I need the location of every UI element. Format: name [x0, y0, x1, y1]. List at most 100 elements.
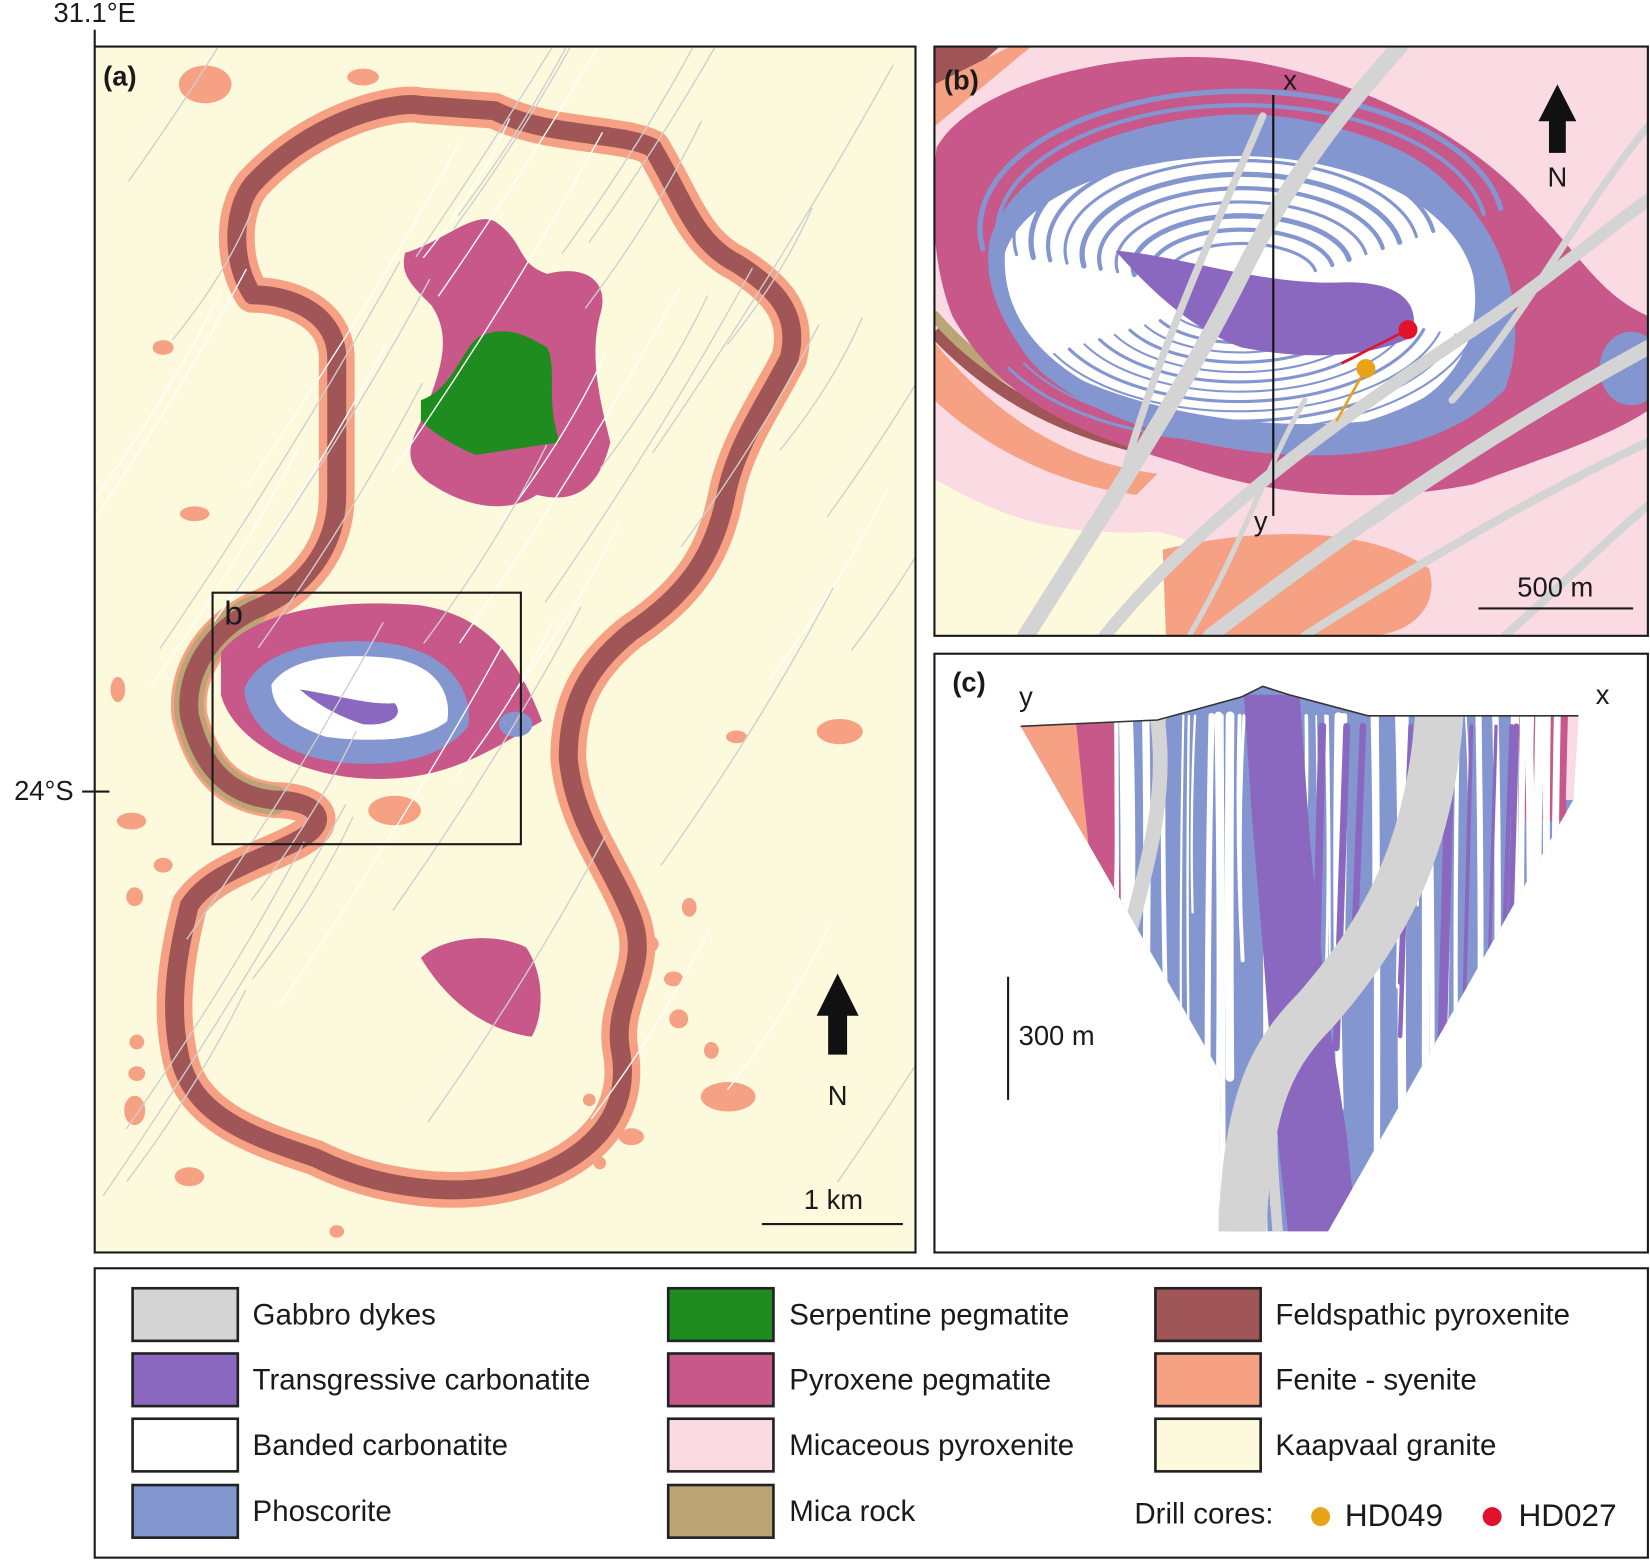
- fault-line: [459, 286, 681, 644]
- section-end: x: [1283, 65, 1297, 96]
- fault-line: [454, 619, 554, 779]
- panel-label: (c): [952, 666, 985, 697]
- gabbro-dyke: [1265, 1026, 1284, 1232]
- panel-frame: [933, 652, 1649, 1254]
- streak: [1238, 714, 1246, 903]
- serpentine-pegmatite: [420, 331, 560, 455]
- legend-label: Transgressive carbonatite: [253, 1364, 591, 1397]
- banded-carbonatite: [271, 656, 449, 740]
- legend: Gabbro dykes Transgressive carbonatite Ban…: [131, 1286, 1617, 1539]
- fault-line: [457, 46, 568, 217]
- fault-line: [544, 267, 753, 603]
- fault-line: [126, 989, 247, 1182]
- fault-line: [437, 46, 599, 297]
- fault-line: [837, 1064, 916, 1183]
- drill-core-marker: [1482, 1507, 1502, 1527]
- band: [1007, 339, 1490, 443]
- streak: [1333, 712, 1344, 1112]
- map-b: [934, 46, 1648, 636]
- map-a: [94, 46, 916, 1253]
- fault-line: [234, 278, 431, 594]
- band: [977, 88, 1504, 252]
- panel-label: (b): [944, 65, 979, 96]
- legend-label: Kaapvaal granite: [1275, 1429, 1496, 1462]
- band: [1097, 186, 1385, 271]
- streak: [1116, 711, 1129, 1225]
- legend-swatch: [1154, 1417, 1262, 1473]
- band: [1079, 171, 1403, 269]
- fault-line: [726, 923, 832, 1091]
- legend-frame: [93, 1267, 1649, 1559]
- fault-line: [171, 213, 252, 341]
- fault-line: [149, 446, 300, 687]
- north-arrow: [816, 973, 859, 1055]
- fault-line: [250, 730, 357, 901]
- band: [994, 103, 1486, 254]
- legend-label: Micaceous pyroxenite: [789, 1429, 1074, 1462]
- dyke: [1202, 340, 1648, 636]
- north-label: N: [828, 1080, 848, 1111]
- dyke: [1111, 112, 1267, 510]
- inset-label: b: [224, 596, 243, 633]
- gabbro-dykes: [1017, 46, 1648, 636]
- band: [1022, 336, 1473, 432]
- fault-line: [246, 142, 461, 486]
- legend-label: Pyroxene pegmatite: [789, 1364, 1051, 1397]
- transgressive-carbonatite: [299, 689, 398, 725]
- section-end: y: [1254, 505, 1268, 536]
- legend-swatch: [666, 1417, 775, 1473]
- streak: [1517, 712, 1528, 1232]
- fault-line: [599, 295, 709, 469]
- fault-line: [726, 207, 813, 345]
- fault-line: [257, 382, 424, 649]
- legend-swatch: [666, 1352, 775, 1408]
- scale-label: 300 m: [1019, 1020, 1095, 1051]
- panel-label: (a): [103, 60, 136, 91]
- fault-line: [510, 521, 621, 697]
- streak: [1523, 711, 1536, 972]
- dyke: [1500, 501, 1648, 636]
- fault-line: [826, 383, 916, 518]
- band: [1063, 158, 1418, 265]
- fault-line: [392, 606, 582, 911]
- band: [1067, 327, 1426, 404]
- dyke: [1017, 46, 1408, 636]
- drill-trace: [1335, 367, 1368, 422]
- inset-box: [211, 591, 522, 846]
- fault-line: [251, 816, 354, 980]
- legend-label: Phoscorite: [253, 1495, 392, 1528]
- dyke: [1300, 438, 1648, 636]
- pyroxene-pegmatite: [420, 938, 541, 1037]
- legend-label: Fenite - syenite: [1275, 1364, 1476, 1397]
- fault-line: [427, 834, 607, 1123]
- fault-line: [278, 643, 504, 1006]
- fault-line: [102, 803, 347, 1197]
- fault-line: [652, 64, 894, 454]
- band: [1130, 213, 1352, 278]
- north-label: N: [1548, 161, 1568, 192]
- legend-swatch: [131, 1417, 240, 1473]
- band: [1028, 130, 1453, 261]
- streak: [1453, 713, 1460, 1139]
- fenite: [934, 342, 1158, 495]
- legend-label: Gabbro dykes: [253, 1298, 436, 1331]
- legend-label: Serpentine pegmatite: [789, 1298, 1069, 1331]
- drill-core-hd049: [1356, 359, 1376, 379]
- fenite-blobs: [110, 65, 863, 1238]
- scale-label: 1 km: [804, 1184, 863, 1215]
- legend-swatch: [131, 1286, 240, 1343]
- gabbro-dyke: [1118, 712, 1168, 955]
- streak: [1224, 711, 1235, 1082]
- transgressive-carbonatite: [1243, 694, 1358, 1232]
- fault-lines: [94, 46, 916, 1197]
- scale-label: 500 m: [1517, 572, 1593, 603]
- phoscorite-bands: [977, 88, 1504, 443]
- dyke: [1448, 122, 1648, 404]
- dyke: [1186, 397, 1308, 636]
- phoscorite: [498, 711, 533, 737]
- streak: [1124, 713, 1131, 1232]
- fault-line: [415, 46, 554, 258]
- micaceous-pyroxenite: [1565, 715, 1579, 800]
- gabbro-dyke: [1217, 686, 1464, 1232]
